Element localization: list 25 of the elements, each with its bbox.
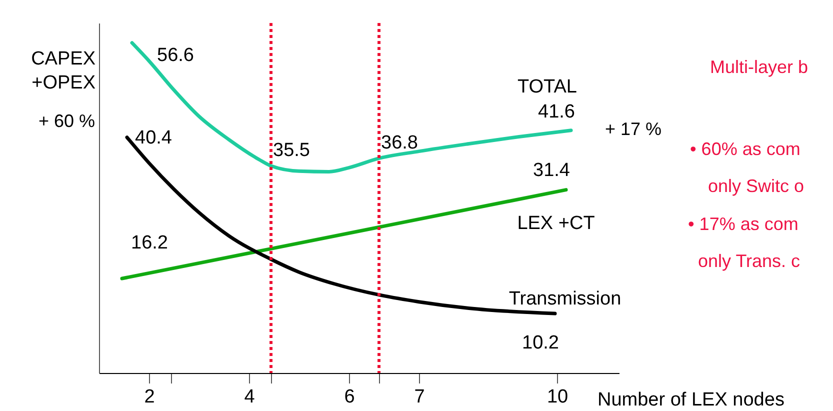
data-label: 41.6: [538, 101, 575, 122]
text: only Trans. c: [698, 251, 800, 271]
text: • 17% as com: [688, 214, 798, 234]
text: Multi-layer b: [710, 57, 808, 77]
series-label: TOTAL: [518, 76, 577, 98]
data-label: 36.8: [381, 132, 418, 154]
x-axis-title: Number of LEX nodes: [598, 390, 784, 410]
data-label: 10.2: [522, 332, 559, 354]
x-tick-label: 2: [144, 386, 155, 408]
data-label: 35.5: [273, 140, 310, 161]
x-tick-label: 10: [546, 386, 568, 408]
data-label: 40.4: [135, 127, 172, 148]
series-label: Transmission: [508, 288, 622, 310]
x-tick-label: 4: [244, 386, 256, 408]
x-tick-label: 6: [344, 386, 355, 408]
x-tick-label: 7: [414, 386, 425, 408]
text: only Switc o: [708, 176, 804, 196]
annotation: + 17 %: [605, 119, 662, 139]
data-label: 56.6: [157, 44, 194, 66]
y-axis-title: CAPEX +OPEX: [31, 48, 96, 94]
text: • 60% as com: [690, 139, 800, 159]
series-label: LEX +CT: [517, 212, 596, 234]
text: + 60 %: [38, 111, 95, 131]
data-label: 31.4: [533, 160, 570, 181]
data-label: 16.2: [131, 232, 168, 254]
